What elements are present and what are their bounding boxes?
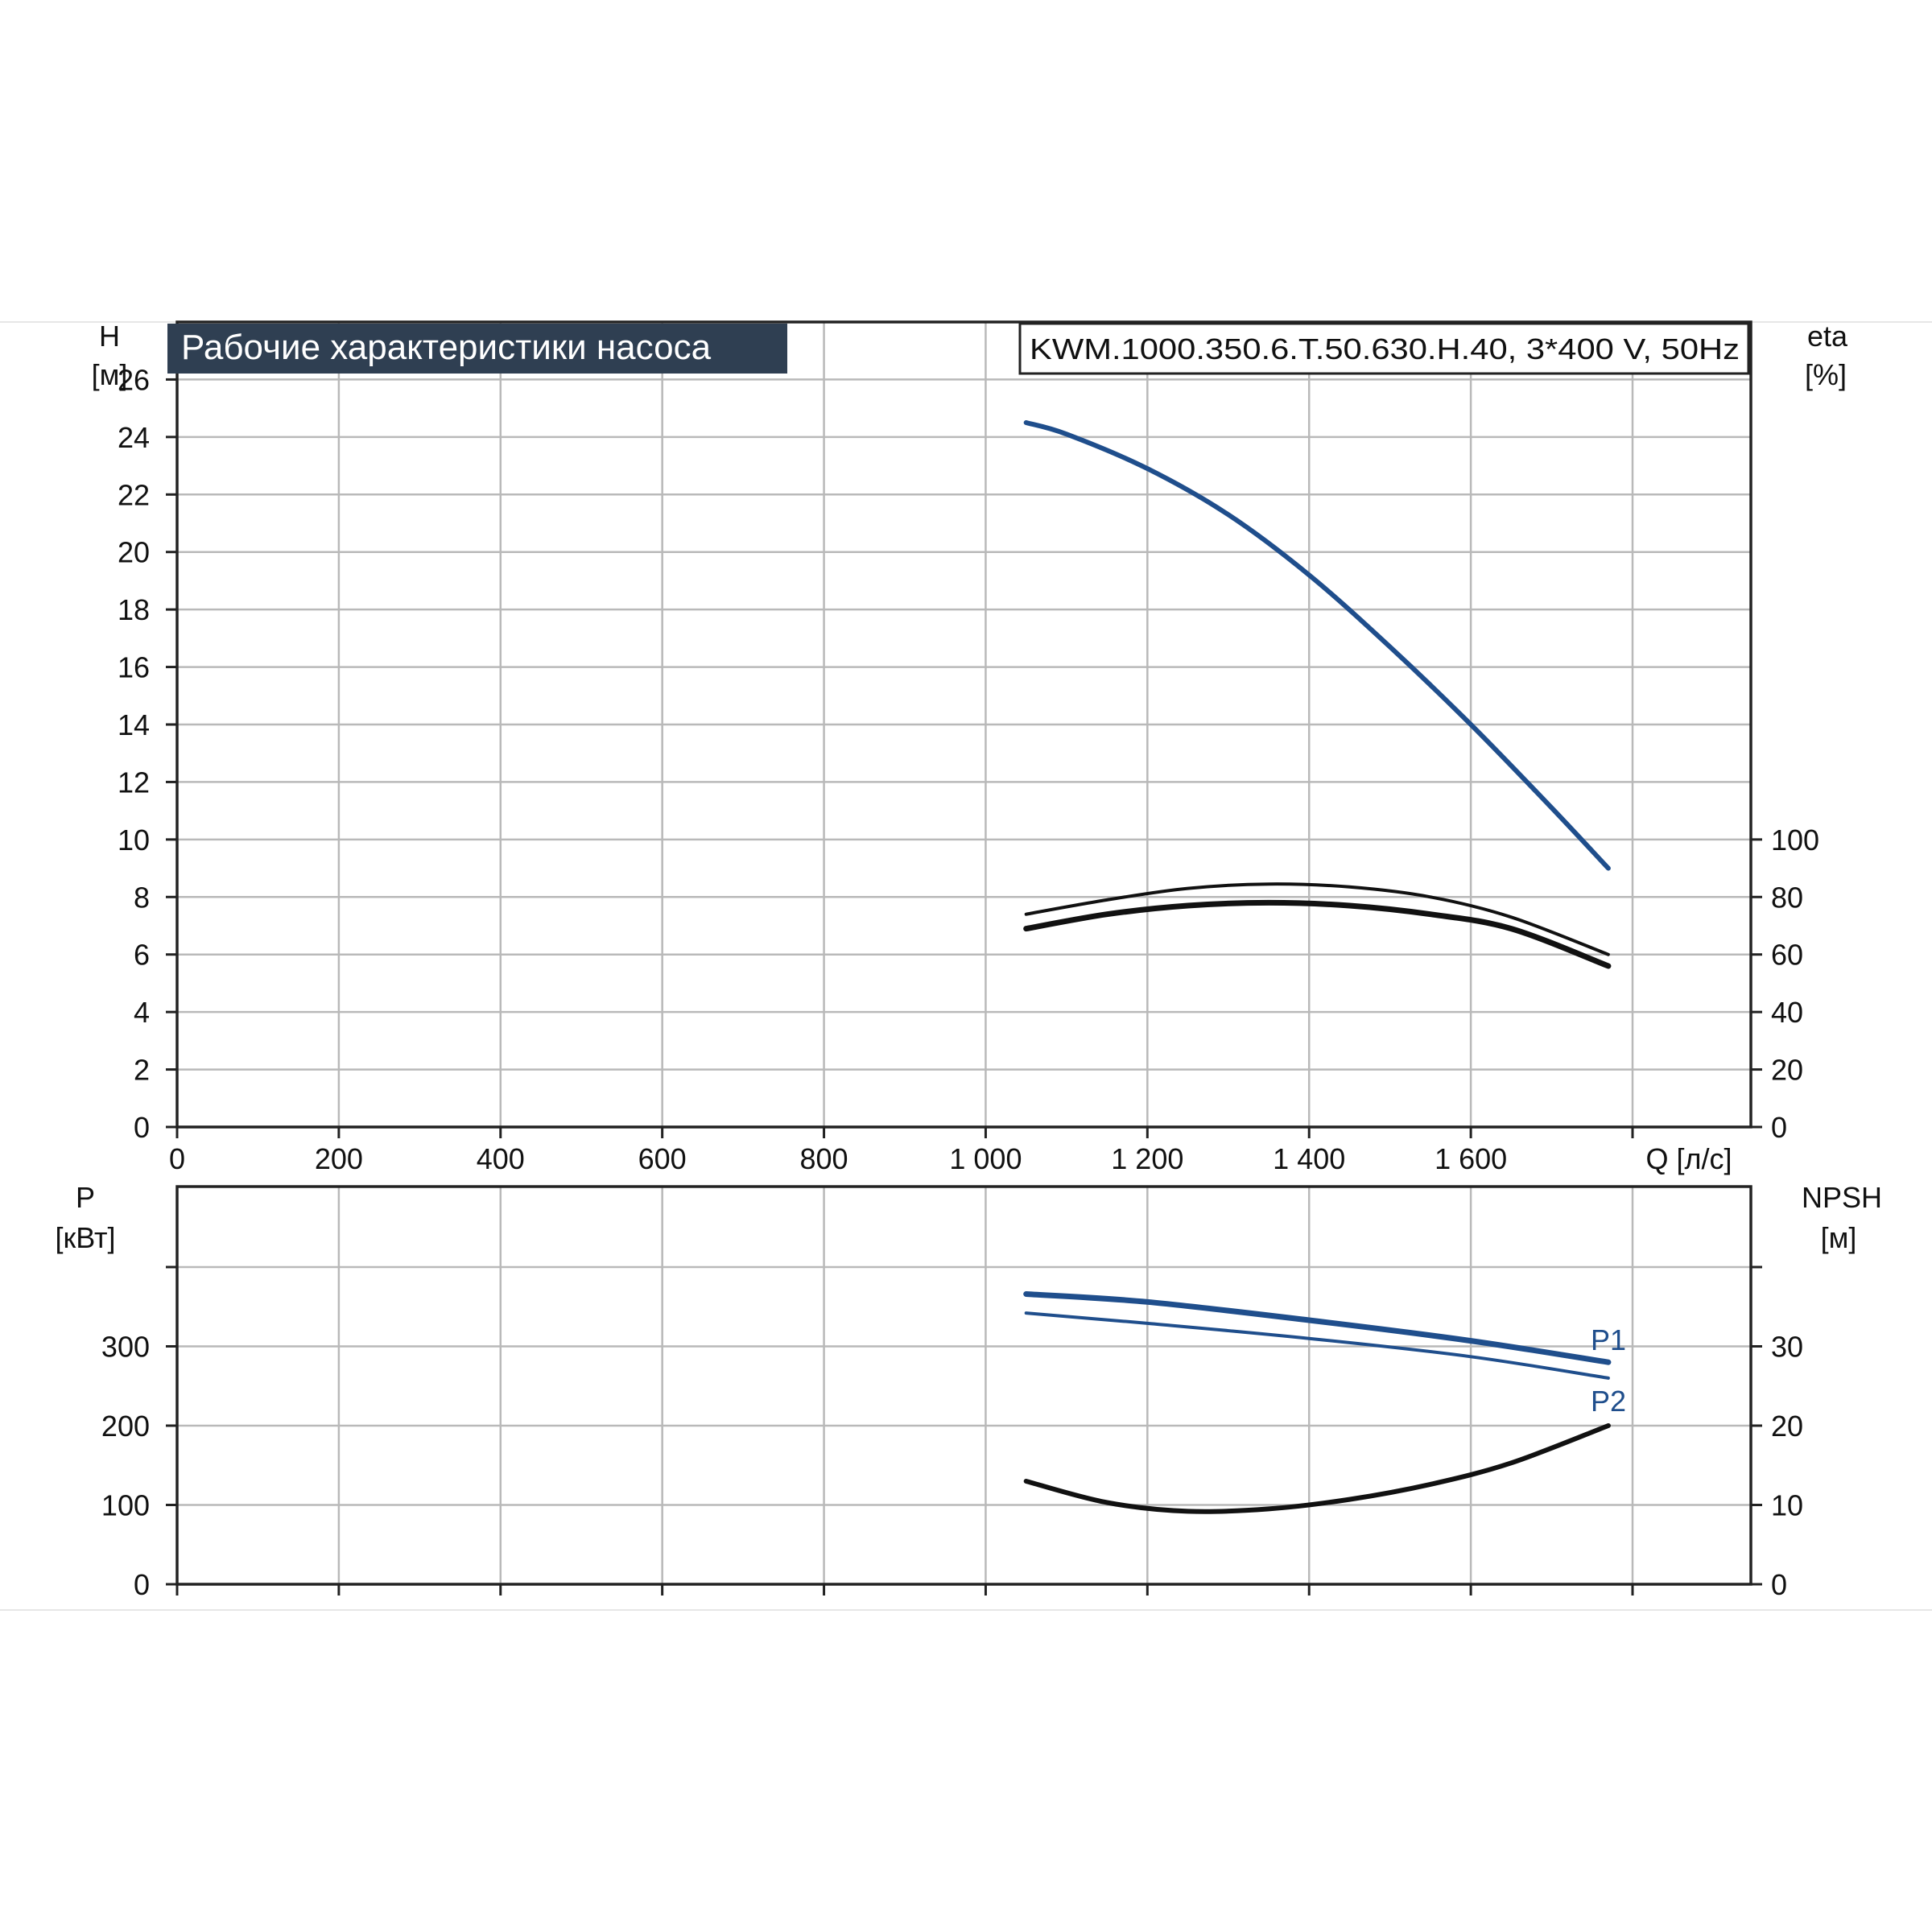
series-label-p1: P1 xyxy=(1591,1323,1626,1356)
model-label: KWM.1000.350.6.T.50.630.H.40, 3*400 V, 5… xyxy=(1030,332,1740,365)
x-tick-label: 200 xyxy=(315,1142,363,1175)
chart-title: Рабочие характеристики насоса xyxy=(181,328,712,367)
x-tick-label: 1 400 xyxy=(1273,1142,1345,1175)
h-tick-label: 20 xyxy=(118,536,150,569)
npsh-tick-label: 0 xyxy=(1771,1568,1787,1601)
bottom-plot-frame xyxy=(175,1185,1752,1586)
h-tick-label: 14 xyxy=(118,708,150,741)
series-label-p2: P2 xyxy=(1591,1385,1626,1418)
h-tick-label: 18 xyxy=(118,593,150,626)
top-curves xyxy=(1023,420,1612,969)
npsh-axis-unit: [м] xyxy=(1821,1221,1857,1254)
eta-tick-label: 100 xyxy=(1771,824,1819,857)
p-tick-label: 200 xyxy=(101,1410,150,1443)
x-axis-label: Q [л/с] xyxy=(1645,1142,1732,1175)
head-curve xyxy=(1023,420,1611,871)
x-tick-label: 800 xyxy=(800,1142,848,1175)
eta-tick-label: 60 xyxy=(1771,939,1803,972)
x-tick-label: 1 200 xyxy=(1111,1142,1183,1175)
model-label-box xyxy=(1018,322,1750,375)
p-axis-unit: [кВт] xyxy=(55,1221,115,1254)
p2-curve xyxy=(1024,1311,1610,1380)
x-tick-label: 400 xyxy=(477,1142,525,1175)
npsh-tick-label: 20 xyxy=(1771,1410,1803,1443)
eta-axis-unit: [%] xyxy=(1805,358,1847,391)
p1-curve xyxy=(1023,1291,1612,1365)
h-axis-unit: [м] xyxy=(92,358,128,391)
eta-tick-label: 0 xyxy=(1771,1111,1787,1144)
npsh-curve xyxy=(1023,1423,1611,1514)
p-tick-label: 300 xyxy=(101,1331,150,1364)
h-tick-label: 4 xyxy=(134,996,150,1029)
eta-tick-label: 20 xyxy=(1771,1054,1803,1087)
top-gridlines xyxy=(175,322,1751,1129)
h-tick-label: 12 xyxy=(118,766,150,799)
h-tick-label: 10 xyxy=(118,824,150,857)
x-tick-label: 600 xyxy=(638,1142,687,1175)
eta-axis-label: eta xyxy=(1807,320,1848,353)
h-tick-label: 26 xyxy=(118,363,150,396)
h-tick-label: 2 xyxy=(134,1054,150,1087)
h-tick-label: 22 xyxy=(118,478,150,511)
efficiency-curve-upper xyxy=(1024,882,1610,956)
p-tick-label: 0 xyxy=(134,1568,150,1601)
h-tick-label: 8 xyxy=(134,881,150,914)
h-tick-label: 6 xyxy=(134,939,150,972)
npsh-tick-label: 10 xyxy=(1771,1489,1803,1522)
h-tick-label: 0 xyxy=(134,1111,150,1144)
p-axis-label: P xyxy=(76,1181,95,1214)
h-tick-label: 24 xyxy=(118,421,150,454)
bottom-curves: P1 P2 xyxy=(1023,1291,1626,1514)
eta-tick-label: 80 xyxy=(1771,881,1803,914)
x-tick-label: 0 xyxy=(169,1142,185,1175)
x-tick-label: 1 600 xyxy=(1435,1142,1507,1175)
npsh-axis-label: NPSH xyxy=(1802,1181,1882,1214)
bottom-gridlines xyxy=(175,1187,1751,1586)
p-tick-label: 100 xyxy=(101,1489,150,1522)
bottom-axis-ticks: 0 100 200 300 0 10 20 30 xyxy=(101,1265,1803,1601)
h-axis-label: H xyxy=(99,320,120,353)
eta-tick-label: 40 xyxy=(1771,996,1803,1029)
efficiency-curve-lower xyxy=(1023,899,1612,969)
npsh-tick-label: 30 xyxy=(1771,1331,1803,1364)
h-tick-label: 16 xyxy=(118,651,150,684)
title-box xyxy=(167,324,787,374)
x-tick-label: 1 000 xyxy=(949,1142,1022,1175)
